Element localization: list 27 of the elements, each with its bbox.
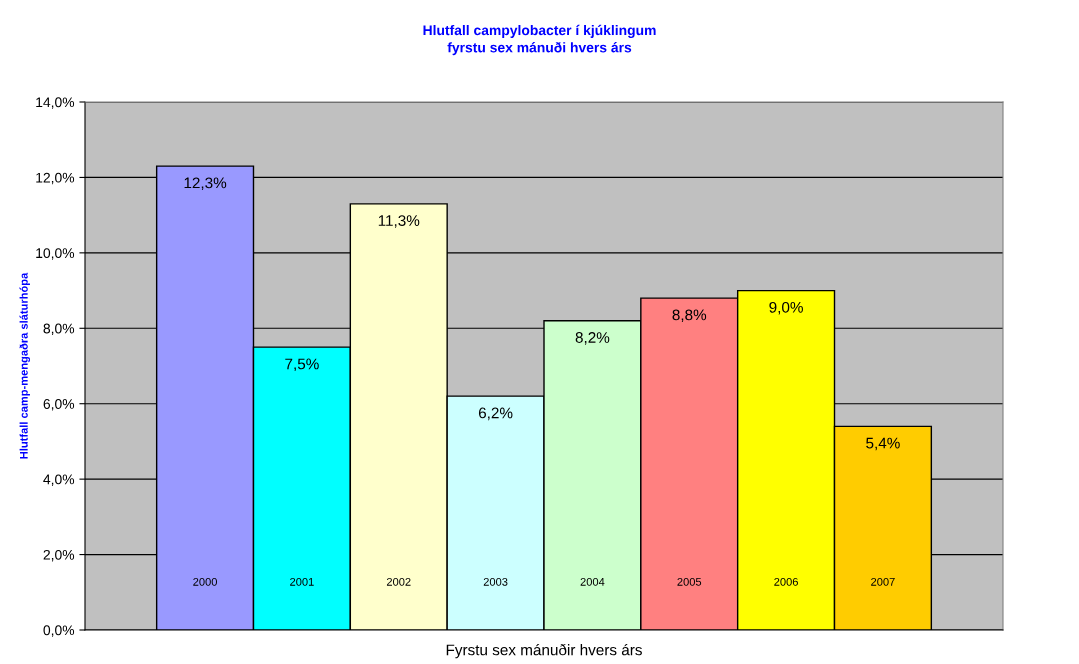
x-tick-label: 2005 (677, 577, 702, 586)
x-tick-label: 2000 (193, 577, 217, 586)
y-tick-label: 4,0% (43, 474, 75, 486)
y-tick-label: 6,0% (43, 399, 75, 411)
y-tick-label: 8,0% (43, 323, 75, 336)
x-tick-label: 2006 (774, 577, 798, 586)
data-label: 8,8% (672, 309, 707, 323)
y-tick-label: 2,0% (43, 549, 75, 562)
x-tick-label: 2004 (580, 577, 605, 586)
x-tick-label: 2007 (871, 577, 895, 586)
data-label: 6,2% (478, 407, 513, 421)
data-label: 9,0% (769, 301, 803, 315)
x-tick-label: 2001 (290, 577, 314, 586)
data-label: 11,3% (378, 215, 420, 228)
y-tick-label: 0,0% (43, 625, 75, 637)
x-tick-label: 2003 (483, 577, 508, 586)
data-label: 8,2% (575, 332, 610, 345)
y-axis-title: Hlutfall camp-mengaðra sláturhópa (19, 272, 30, 459)
data-label: 7,5% (285, 358, 319, 372)
y-tick-label: 14,0% (36, 97, 75, 109)
y-tick-label: 12,0% (36, 172, 75, 185)
data-label: 5,4% (866, 437, 900, 451)
chart-title: Hlutfall campylobacter í kjúklingum fyrstu sex mánuði hvers árs (423, 24, 656, 56)
y-tick-label: 10,0% (36, 248, 75, 260)
x-axis-title: Fyrstu sex mánuðir hvers árs (446, 643, 642, 659)
x-tick-label: 2002 (386, 577, 411, 586)
data-label: 12,3% (184, 177, 227, 191)
